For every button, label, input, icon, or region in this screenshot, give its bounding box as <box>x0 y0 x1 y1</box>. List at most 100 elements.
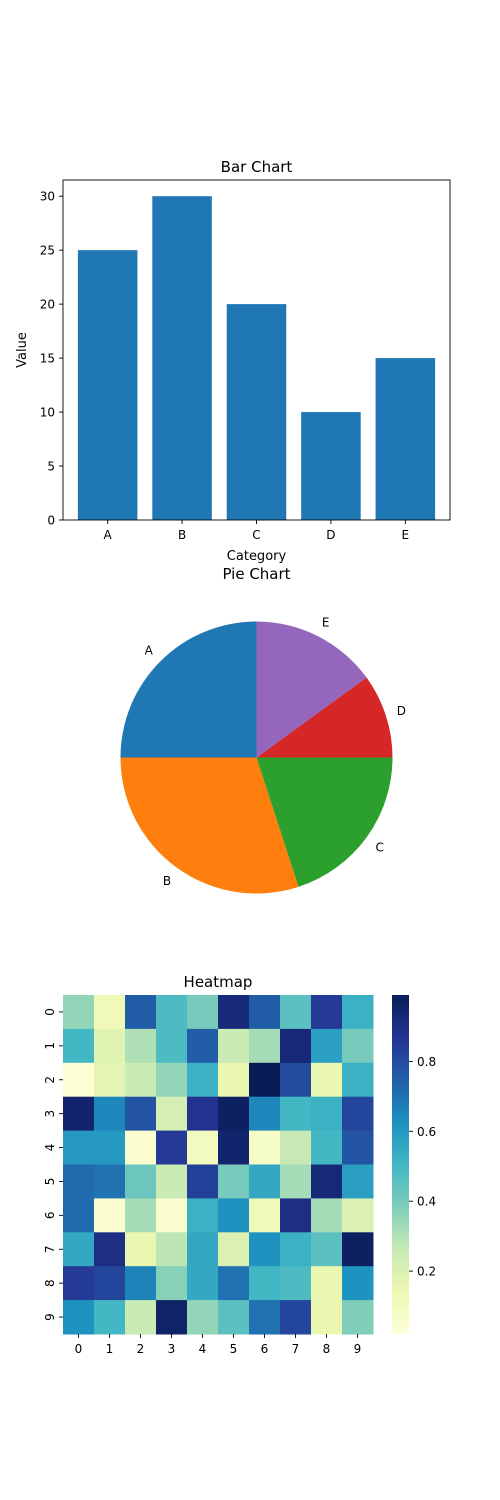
heatmap-cell <box>156 1266 188 1301</box>
bar-D <box>301 412 361 520</box>
heatmap-cell <box>187 1164 219 1199</box>
heatmap-cell <box>218 1028 250 1064</box>
pie-label-E: E <box>322 615 330 629</box>
pie-label-D: D <box>397 704 406 718</box>
y-tick-label: 25 <box>40 244 55 258</box>
heatmap-cell <box>125 1300 157 1335</box>
heatmap-cell <box>156 1096 188 1132</box>
heatmap-cell <box>63 1096 95 1132</box>
heatmap-cell <box>63 1232 95 1267</box>
heatmap-cell <box>311 1198 343 1233</box>
pie-label-C: C <box>376 841 384 855</box>
heatmap-x-tick-label: 8 <box>323 1342 331 1356</box>
heatmap-y-tick-label: 9 <box>43 1313 57 1321</box>
heatmap-cell <box>311 1130 343 1165</box>
y-tick-label: 10 <box>40 406 55 420</box>
heatmap-cell <box>218 1266 250 1301</box>
heatmap-cell <box>249 1130 281 1165</box>
heatmap-x-tick-label: 7 <box>292 1342 300 1356</box>
bar-chart: 0 5 10 15 20 25 30 A B C D E Bar Chart Category Value <box>15 158 451 564</box>
heatmap-cell <box>342 1096 374 1132</box>
pie-slice-A <box>120 621 257 758</box>
y-axis-label: Value <box>15 332 30 368</box>
heatmap-cell <box>63 1266 95 1301</box>
heatmap-cell <box>311 1028 343 1064</box>
heatmap-cell <box>311 1164 343 1199</box>
heatmap-x-tick-label: 3 <box>168 1342 176 1356</box>
heatmap-cell <box>94 1164 126 1199</box>
pie-chart: A B C D E Pie Chart <box>120 565 406 894</box>
bar-E <box>375 358 436 520</box>
heatmap-x-tick-label: 1 <box>106 1342 114 1356</box>
heatmap-cell <box>342 1164 374 1199</box>
heatmap-cell <box>311 1062 343 1098</box>
heatmap-cell <box>311 995 343 1030</box>
heatmap-cell <box>249 1232 281 1267</box>
heatmap-x-tick-label: 9 <box>354 1342 362 1356</box>
heatmap-cell <box>156 1028 188 1064</box>
heatmap-cell <box>249 995 281 1030</box>
bar-C <box>226 304 287 520</box>
heatmap-y-tick-label: 8 <box>43 1279 57 1287</box>
y-tick-label: 30 <box>40 190 55 204</box>
heatmap-cell <box>125 1130 157 1165</box>
heatmap-cell <box>94 1198 126 1233</box>
heatmap-chart: 0 1 2 3 4 5 6 7 8 9 0 1 2 3 4 5 6 7 8 9 Heatmap 0.2 0.4 0.6 0.8 <box>43 973 436 1356</box>
heatmap-cell <box>63 1028 95 1064</box>
y-tick-label: 15 <box>40 352 55 366</box>
heatmap-cell <box>125 1232 157 1267</box>
heatmap-cell <box>280 1062 312 1098</box>
heatmap-cell <box>94 1130 126 1165</box>
heatmap-cell <box>63 995 95 1030</box>
x-axis-label: Category <box>227 549 287 564</box>
heatmap-cell <box>63 1130 95 1165</box>
heatmap-cell <box>249 1164 281 1199</box>
heatmap-cell <box>94 1266 126 1301</box>
heatmap-cell <box>94 1096 126 1132</box>
heatmap-cell <box>187 1028 219 1064</box>
heatmap-cell <box>187 1300 219 1335</box>
heatmap-cell <box>311 1300 343 1335</box>
heatmap-cell <box>125 1062 157 1098</box>
heatmap-cell <box>218 1062 250 1098</box>
heatmap-cell <box>218 1232 250 1267</box>
heatmap-cell <box>187 1096 219 1132</box>
heatmap-cell <box>63 1300 95 1335</box>
heatmap-y-tick-label: 1 <box>43 1042 57 1050</box>
heatmap-y-tick-label: 7 <box>43 1245 57 1253</box>
heatmap-cell <box>125 1028 157 1064</box>
x-tick-label: B <box>178 528 186 542</box>
heatmap-cell <box>156 1130 188 1165</box>
x-tick-label: C <box>252 528 260 542</box>
heatmap-cell <box>125 1096 157 1132</box>
heatmap-cell <box>342 1232 374 1267</box>
pie-slice-E <box>256 621 367 758</box>
heatmap-cell <box>125 995 157 1030</box>
heatmap-cell <box>311 1232 343 1267</box>
heatmap-cell <box>63 1062 95 1098</box>
heatmap-cell <box>156 1300 188 1335</box>
heatmap-x-tick-label: 2 <box>137 1342 145 1356</box>
heatmap-cell <box>156 1198 188 1233</box>
heatmap-x-tick-label: 4 <box>199 1342 207 1356</box>
heatmap-x-tick-label: 5 <box>230 1342 238 1356</box>
heatmap-cell <box>311 1096 343 1132</box>
y-tick-label: 0 <box>47 514 55 528</box>
heatmap-cell <box>156 1164 188 1199</box>
pie-label-B: B <box>163 874 171 888</box>
heatmap-cell <box>280 1164 312 1199</box>
heatmap-y-tick-label: 0 <box>43 1008 57 1016</box>
colorbar <box>392 995 409 1334</box>
heatmap-cell <box>218 1130 250 1165</box>
heatmap-y-tick-label: 2 <box>43 1076 57 1084</box>
pie-slice-D <box>256 677 393 758</box>
x-tick-label: A <box>104 528 113 542</box>
y-tick-label: 20 <box>40 298 55 312</box>
heatmap-cell <box>342 1130 374 1165</box>
heatmap-cell <box>218 1198 250 1233</box>
heatmap-cell <box>218 1096 250 1132</box>
heatmap-cell <box>280 1130 312 1165</box>
heatmap-cell <box>280 1232 312 1267</box>
heatmap-y-tick-label: 5 <box>43 1178 57 1186</box>
